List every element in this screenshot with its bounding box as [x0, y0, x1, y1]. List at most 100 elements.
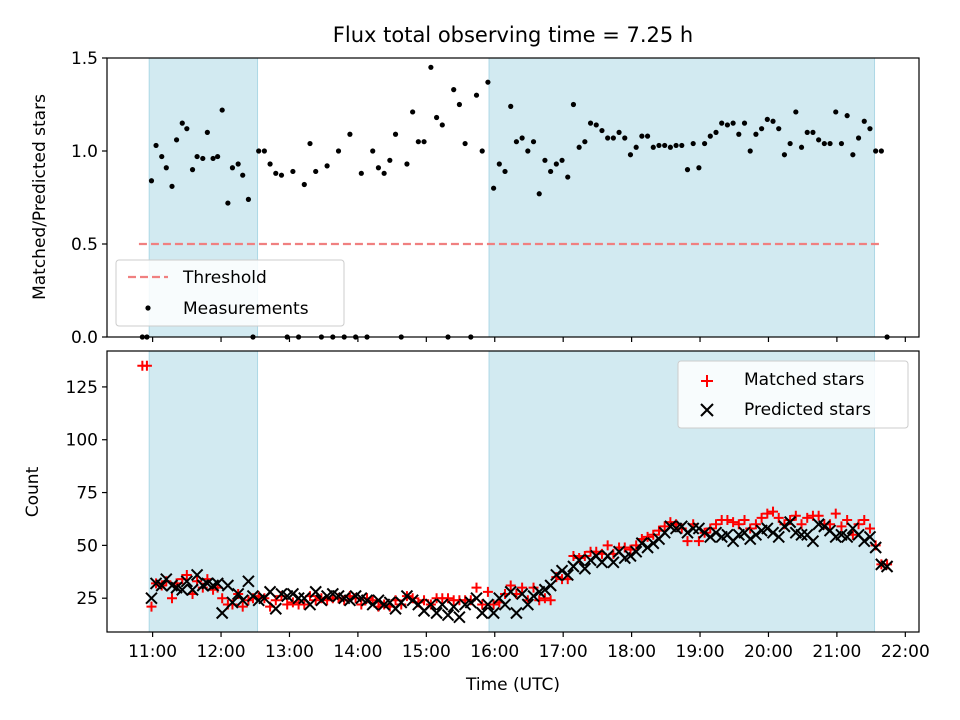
measurement-point	[679, 142, 685, 149]
predicted-star-marker	[406, 594, 419, 607]
measurement-point	[290, 168, 296, 175]
matched-star-marker	[477, 599, 488, 610]
measurement-point	[759, 126, 765, 132]
measurement-point	[587, 120, 594, 126]
predicted-star-marker	[190, 568, 204, 582]
measurement-point	[508, 103, 514, 109]
matched-star-marker	[539, 593, 550, 604]
predicted-star-marker	[578, 562, 592, 575]
measurement-point	[536, 191, 542, 197]
predicted-star-marker	[818, 520, 831, 533]
matched-star-marker	[739, 515, 750, 526]
measurement-point	[707, 133, 713, 139]
measurement-point	[210, 155, 216, 162]
legend-bottom-frame	[677, 360, 909, 429]
predicted-star-marker	[441, 608, 455, 622]
measurement-point	[690, 140, 696, 147]
measurement-point	[701, 140, 708, 147]
x-tick-label: 21:00	[812, 642, 861, 662]
predicted-star-marker	[236, 594, 249, 607]
measurement-point	[485, 79, 491, 85]
predicted-star-marker	[504, 585, 517, 599]
y-tick-label-top: 1.0	[71, 142, 98, 162]
measurement-point	[163, 165, 169, 171]
predicted-star-marker	[744, 532, 757, 546]
predicted-star-marker	[778, 520, 791, 533]
matched-star-marker	[568, 550, 579, 561]
matched-star-marker	[141, 360, 152, 371]
measurement-point	[724, 122, 731, 128]
predicted-star-marker	[607, 556, 620, 569]
measurement-point	[261, 148, 267, 154]
x-tick-label: 13:00	[265, 642, 314, 662]
predicted-star-marker	[880, 560, 894, 573]
predicted-star-marker	[186, 583, 199, 596]
matched-star-marker	[790, 510, 801, 521]
predicted-star-marker	[211, 577, 224, 590]
predicted-star-marker	[629, 545, 643, 558]
predicted-star-marker	[498, 598, 512, 611]
y-tick-label-bottom: 100	[66, 431, 98, 451]
measurement-point	[593, 122, 599, 128]
measurement-point	[793, 109, 799, 115]
matched-star-marker	[528, 582, 539, 593]
x-tick-label: 18:00	[607, 642, 656, 662]
matched-star-marker	[642, 531, 653, 542]
predicted-star-marker	[155, 579, 168, 592]
measurement-point	[867, 126, 873, 132]
measurement-point	[719, 120, 725, 126]
matched-star-marker	[602, 540, 613, 551]
predicted-star-marker	[242, 575, 255, 588]
measurement-point	[462, 140, 468, 147]
measurement-point	[159, 153, 165, 160]
predicted-star-marker	[231, 587, 245, 601]
matched-star-marker	[728, 517, 739, 528]
measurement-point	[179, 120, 185, 126]
predicted-star-marker	[246, 589, 260, 603]
matched-star-marker	[287, 597, 298, 608]
predicted-star-marker	[783, 515, 797, 529]
x-tick-label: 15:00	[402, 642, 451, 662]
y-tick-label-bottom: 25	[76, 589, 98, 609]
measurement-point	[428, 64, 434, 70]
x-tick-label: 19:00	[676, 642, 725, 662]
matched-star-marker	[853, 519, 864, 530]
measurement-point	[838, 140, 845, 147]
plot-frame-top	[106, 57, 920, 338]
matched-star-marker	[505, 580, 516, 591]
matched-star-marker	[864, 523, 875, 534]
predicted-star-marker	[343, 594, 357, 607]
matched-star-marker	[534, 595, 545, 606]
predicted-star-marker	[561, 568, 574, 582]
x-tick-label: 14:00	[333, 642, 382, 662]
measurement-point	[415, 139, 421, 145]
measurement-point	[278, 172, 285, 178]
measurement-point	[148, 178, 155, 184]
measurement-point	[313, 168, 319, 175]
matched-star-marker	[579, 550, 590, 561]
measurement-point	[605, 135, 611, 141]
measurement-point	[582, 139, 588, 145]
measurement-point	[184, 126, 190, 132]
matched-star-marker	[181, 569, 192, 580]
x-tick-label: 12:00	[197, 642, 246, 662]
chart-title: Flux total observing time = 7.25 h	[333, 23, 693, 47]
predicted-star-marker	[481, 598, 495, 611]
measurement-point	[410, 109, 416, 115]
predicted-star-marker	[709, 526, 723, 539]
measurement-point	[387, 157, 393, 163]
predicted-star-marker	[749, 528, 763, 542]
measurement-point	[776, 126, 782, 132]
matched-star-marker	[745, 523, 756, 534]
measurement-point	[667, 144, 673, 150]
measurement-point	[439, 122, 445, 128]
measurement-point	[381, 170, 387, 176]
measurement-point	[798, 144, 805, 150]
matched-star-marker	[488, 599, 499, 610]
measurement-point	[656, 142, 662, 149]
measurement-point	[622, 135, 628, 141]
y-axis-label-bottom: Count	[23, 466, 43, 517]
x-tick-label: 22:00	[881, 642, 930, 662]
predicted-star-marker	[515, 587, 529, 601]
